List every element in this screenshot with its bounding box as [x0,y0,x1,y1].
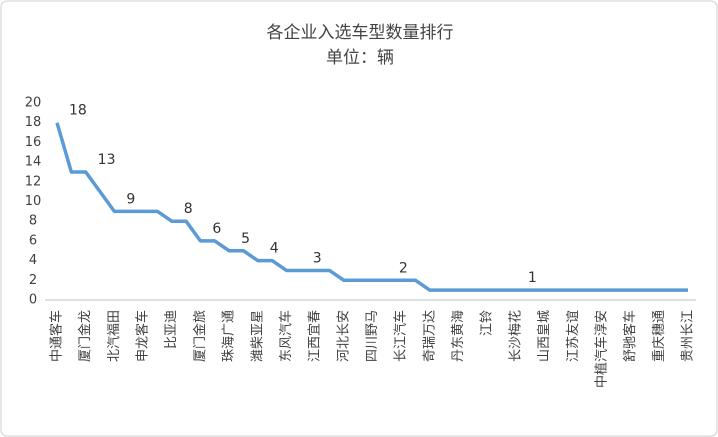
y-tick-label: 10 [25,194,42,209]
data-label: 4 [270,241,279,257]
x-tick-label: 中通客车 [49,310,65,362]
x-tick-label: 江西宜春 [308,310,323,362]
data-label: 2 [399,260,408,276]
chart-title: 各企业入选车型数量排行 [267,23,454,43]
x-tick-label: 贵州长江 [681,310,696,362]
y-tick-label: 2 [29,273,37,288]
x-tick-label: 江苏友谊 [565,310,581,362]
x-tick-label: 江铃 [480,310,495,336]
y-tick-label: 4 [29,253,37,268]
x-tick-label: 珠海广通 [222,310,237,362]
x-tick-label: 河北长安 [336,310,351,362]
x-tick-label: 东风汽车 [278,310,294,362]
x-tick-label: 厦门金旅 [192,310,208,362]
line-series [55,122,688,292]
y-tick-label: 20 [25,96,42,111]
y-tick-label: 14 [25,155,42,170]
x-tick-label: 山西皇城 [537,310,552,362]
data-label: 8 [184,201,193,217]
y-tick-label: 16 [25,135,42,150]
data-label: 5 [241,231,250,247]
x-tick-label: 比亚迪 [164,310,179,349]
x-tick-label: 四川野马 [365,310,380,362]
y-tick-label: 18 [25,115,42,130]
data-label: 18 [69,103,87,119]
data-label: 13 [98,152,116,168]
x-tick-label: 申龙客车 [135,310,151,362]
data-label: 6 [212,221,221,237]
data-label: 3 [313,250,322,266]
data-label: 1 [528,270,537,286]
x-tick-label: 奇瑞万达 [421,310,437,362]
x-tick-label: 重庆穗通 [651,310,667,362]
y-tick-label: 0 [29,293,37,308]
x-tick-label: 潍柴亚星 [250,310,265,362]
data-label: 9 [126,191,135,207]
x-tick-label: 丹东黄海 [451,310,466,362]
x-tick-label: 中植汽车淳安 [593,310,609,388]
x-tick-label: 舒驰客车 [622,310,638,362]
y-tick-label: 12 [25,174,42,189]
x-tick-label: 长江汽车 [393,310,409,362]
x-tick-label: 长沙梅花 [507,310,523,362]
x-tick-label: 厦门金龙 [77,310,93,362]
chart-subtitle: 单位：辆 [326,48,394,68]
x-tick-label: 北汽福田 [107,310,122,362]
y-tick-label: 6 [29,233,37,248]
y-tick-label: 8 [29,214,37,229]
